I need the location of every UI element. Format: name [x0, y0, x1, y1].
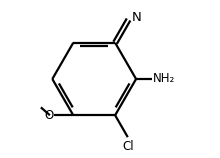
Text: O: O: [44, 109, 53, 122]
Text: N: N: [132, 11, 141, 24]
Text: Cl: Cl: [122, 140, 134, 153]
Text: NH₂: NH₂: [153, 73, 175, 85]
